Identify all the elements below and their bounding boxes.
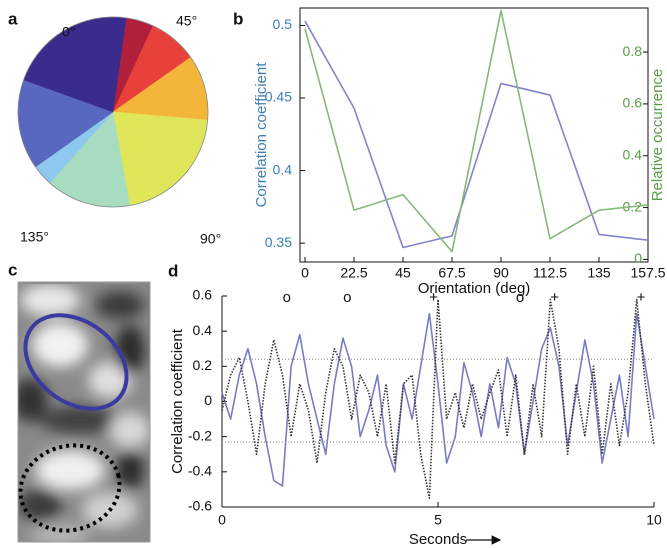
y-tick-label: -0.4	[188, 463, 212, 479]
event-marker: o	[516, 289, 524, 306]
y-tick-label: 0.6	[193, 287, 213, 303]
series-line	[221, 298, 655, 500]
y-tick-label: -0.2	[188, 427, 212, 443]
series-line	[304, 20, 649, 249]
event-marker: +	[550, 289, 559, 306]
event-marker: +	[429, 289, 438, 306]
y2-axis-label: Relative occurrence	[649, 69, 666, 202]
panel-letter: d	[168, 261, 178, 280]
x-tick-label: 0	[218, 512, 226, 528]
y2-tick-label: 0.4	[623, 146, 643, 162]
panel-letter: b	[233, 9, 243, 28]
y2-tick-label: 0	[634, 250, 642, 266]
y-axis-label: Correlation coefficient	[169, 328, 186, 474]
y-tick-label: 0.35	[265, 234, 292, 250]
x-tick-label: 135	[587, 265, 611, 281]
y-tick-label: 0.2	[193, 357, 213, 373]
event-marker: +	[637, 289, 646, 306]
event-marker: o	[343, 289, 351, 306]
roi-ellipse	[18, 443, 122, 533]
y2-tick-label: 0.6	[623, 95, 643, 111]
x-tick-label: 5	[434, 512, 442, 528]
event-marker: o	[283, 289, 291, 306]
plot-frame	[299, 7, 649, 263]
y2-tick-label: 0.8	[623, 43, 643, 59]
series-line	[221, 312, 655, 487]
y-tick-label: 0.4	[273, 161, 293, 177]
x-tick-label: 45	[395, 265, 411, 281]
micrograph	[18, 282, 150, 542]
panel-letter: a	[8, 9, 18, 28]
angle-label: 0°	[62, 24, 75, 40]
x-tick-label: 10	[646, 512, 662, 528]
angle-label: 135°	[20, 229, 49, 245]
x-tick-label: 67.5	[438, 265, 465, 281]
y-axis-label: Correlation coefficient	[253, 62, 270, 208]
x-axis-label: Orientation (deg)	[418, 280, 531, 297]
x-axis-label: Seconds	[409, 531, 467, 548]
y-tick-label: 0.45	[265, 89, 292, 105]
series-line	[304, 9, 649, 253]
y-tick-label: 0.4	[193, 322, 213, 338]
pie-outline	[17, 16, 209, 208]
y-tick-label: -0.6	[188, 498, 212, 514]
x-tick-label: 90	[493, 265, 509, 281]
angle-label: 90°	[200, 231, 221, 247]
y-tick-label: 0	[204, 392, 212, 408]
panel-letter: c	[8, 260, 17, 279]
roi-ellipse	[23, 313, 129, 411]
y-tick-label: 0.5	[273, 16, 293, 32]
x-tick-label: 0	[301, 265, 309, 281]
micrograph-border	[17, 281, 151, 543]
x-tick-label: 22.5	[340, 265, 367, 281]
x-tick-label: 157.5	[630, 265, 665, 281]
angle-label: 45°	[176, 13, 197, 29]
x-tick-label: 112.5	[533, 265, 567, 281]
